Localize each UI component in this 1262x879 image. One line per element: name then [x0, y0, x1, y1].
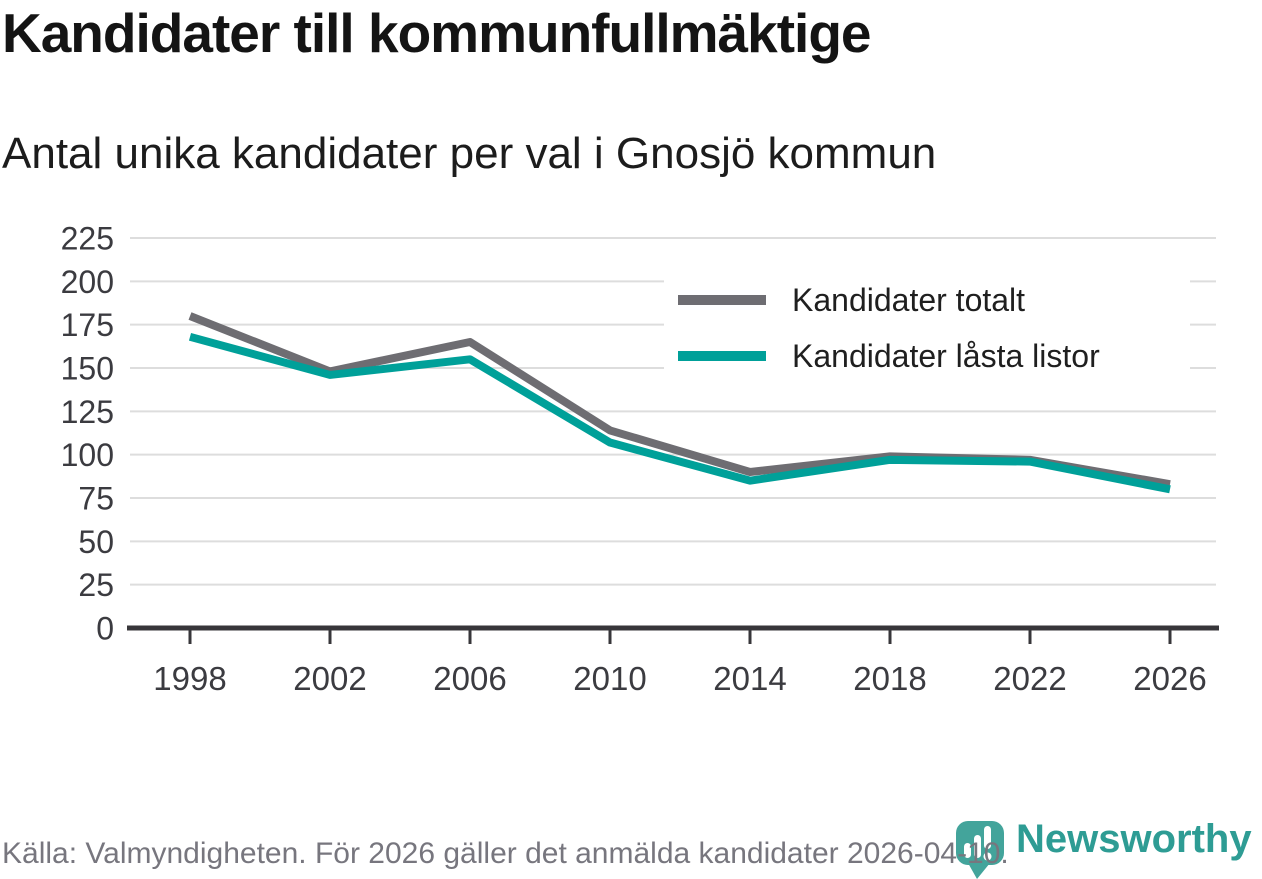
- page-subtitle: Antal unika kandidater per val i Gnosjö …: [2, 129, 937, 178]
- legend-swatch-totalt: [678, 295, 766, 305]
- svg-text:2006: 2006: [433, 660, 506, 697]
- y-axis-labels: 0 25 50 75 100 125 150 175 200 225: [61, 221, 114, 647]
- svg-text:2018: 2018: [853, 660, 926, 697]
- svg-text:2002: 2002: [293, 660, 366, 697]
- svg-text:75: 75: [78, 481, 114, 517]
- x-axis-ticks: 1998 2002 2006 2010 2014 2018 2022 2026: [153, 630, 1207, 697]
- legend-label: Kandidater låsta listor: [792, 337, 1100, 374]
- svg-text:25: 25: [78, 567, 114, 603]
- legend-swatch-lasta-listor: [678, 351, 766, 361]
- svg-text:100: 100: [61, 437, 114, 473]
- svg-text:200: 200: [61, 264, 114, 300]
- source-note: Källa: Valmyndigheten. För 2026 gäller d…: [2, 837, 1009, 870]
- svg-text:2026: 2026: [1133, 660, 1206, 697]
- svg-text:175: 175: [61, 307, 114, 343]
- legend-label: Kandidater totalt: [792, 281, 1026, 318]
- newsworthy-brand: Newsworthy: [1016, 817, 1252, 861]
- svg-text:2014: 2014: [713, 660, 786, 697]
- svg-text:150: 150: [61, 351, 114, 387]
- chart-legend: Kandidater totalt Kandidater låsta listo…: [664, 266, 1190, 390]
- legend-item: Kandidater totalt: [678, 272, 1190, 328]
- svg-text:2022: 2022: [993, 660, 1066, 697]
- page-title: Kandidater till kommunfullmäktige: [2, 2, 872, 64]
- series-line-1: [188, 332, 1171, 494]
- newsworthy-logo-icon: [956, 821, 1004, 879]
- svg-text:2010: 2010: [573, 660, 646, 697]
- legend-item: Kandidater låsta listor: [678, 328, 1190, 384]
- svg-text:225: 225: [61, 221, 114, 257]
- svg-text:1998: 1998: [153, 660, 226, 697]
- svg-text:50: 50: [78, 524, 114, 560]
- svg-text:125: 125: [61, 394, 114, 430]
- svg-text:0: 0: [96, 611, 114, 647]
